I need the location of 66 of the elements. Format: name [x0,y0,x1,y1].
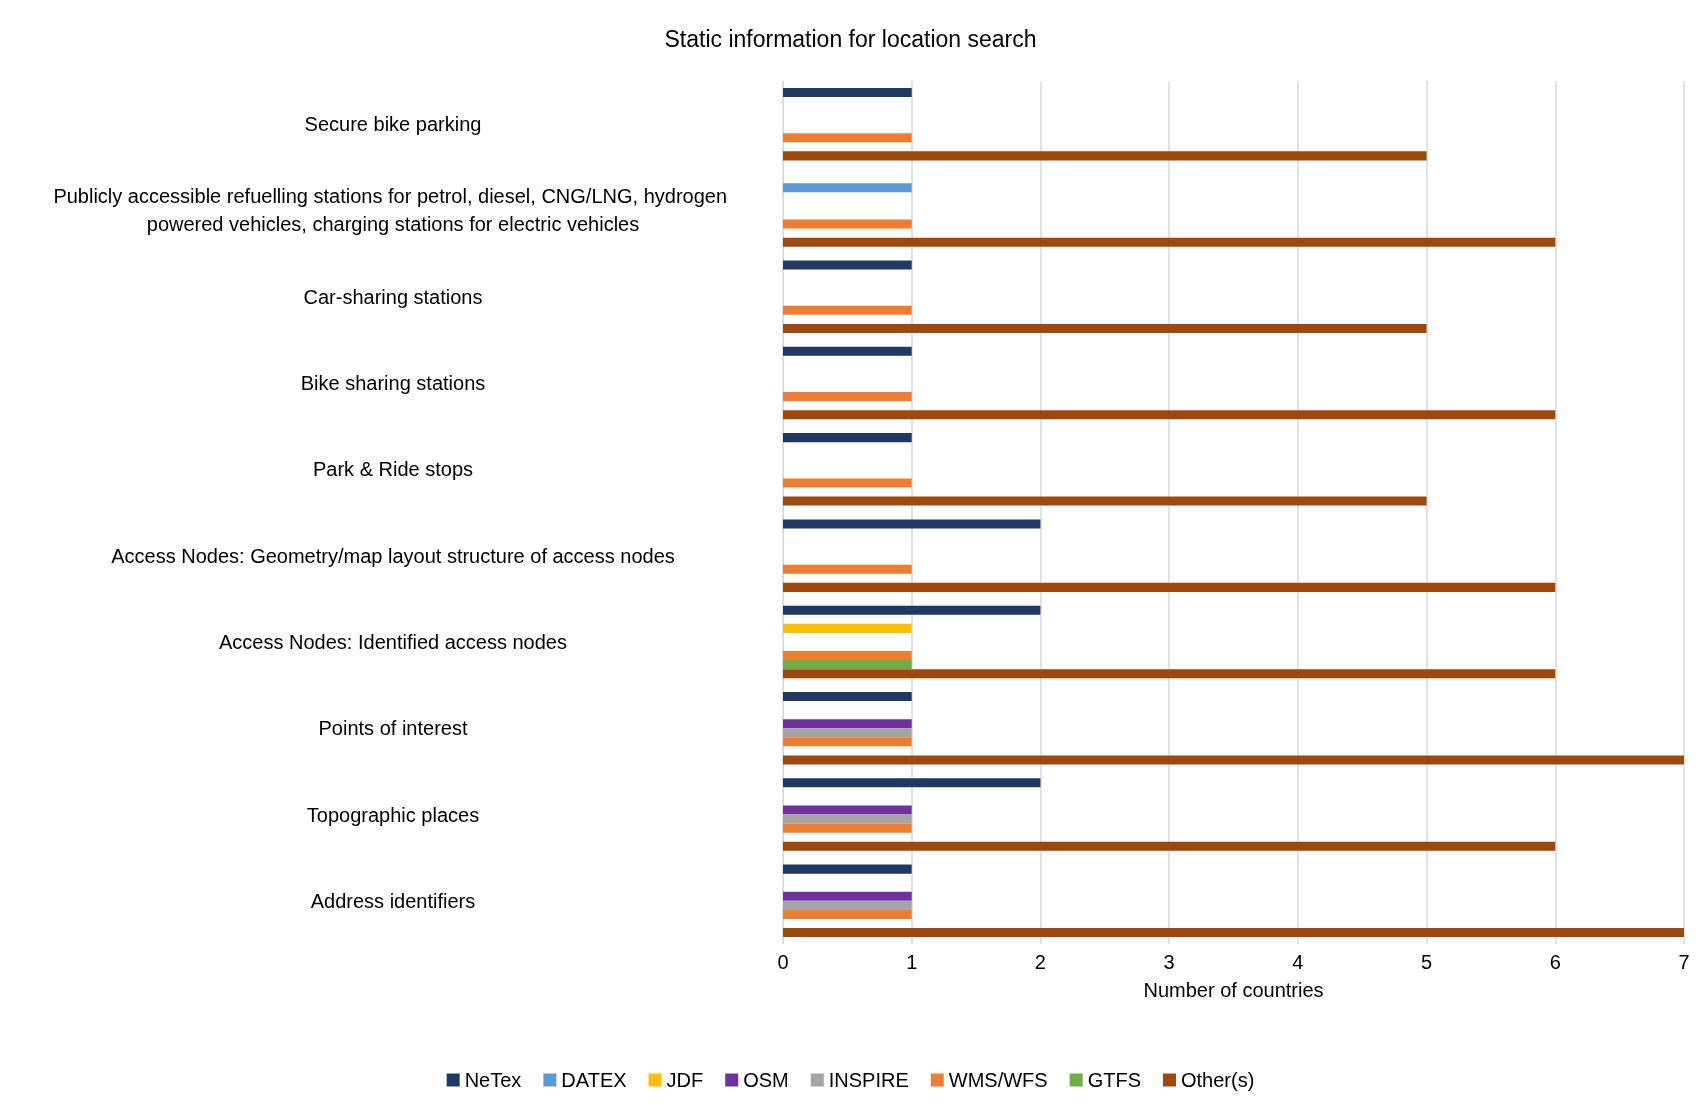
y-tick-label: Car-sharing stations [303,285,483,308]
y-tick-label: Address identifiers [310,889,476,912]
bar [783,219,912,229]
bar [783,737,912,747]
bar [783,900,912,910]
x-tick-label: 1 [906,951,918,973]
bar [783,728,912,738]
bar [783,651,912,661]
y-tick-label: Publicly accessible refuelling stations for petrol, diesel, CNG/LNG, hydrogen powered vehicles, charging stations for electric vehicles [53,185,733,236]
bar [783,237,1556,247]
bar [783,841,1556,851]
y-tick-label: Access Nodes: Geometry/map layout structure of access nodes [111,544,675,567]
y-tick-label: Points of interest [318,717,468,740]
bar [783,260,912,270]
bar [783,519,1041,529]
bar [783,346,912,356]
bar [783,605,1041,615]
x-tick-label: 4 [1292,951,1304,973]
y-tick-label: Topographic places [306,803,480,826]
bar [783,478,912,488]
legend-label: DATEX [561,1069,627,1091]
bar [783,909,912,919]
bar [783,755,1684,765]
bar [783,928,1684,938]
x-tick-label: 7 [1678,951,1690,973]
bar [783,392,912,402]
bar [783,87,912,97]
bar [783,814,912,824]
x-tick-label: 5 [1421,951,1433,973]
y-tick-label: Secure bike parking [304,113,482,136]
bar [783,864,912,874]
bar [783,323,1427,333]
y-tick-label: Park & Ride stops [312,458,474,481]
bar [783,582,1556,592]
x-tick-label: 3 [1163,951,1175,973]
bar [783,623,912,633]
y-tick-label: Bike sharing stations [300,372,486,395]
bar [783,410,1556,420]
legend-label: WMS/WFS [948,1069,1048,1091]
legend-label: Other(s) [1180,1069,1255,1091]
y-tick-label: Access Nodes: Identified access nodes [219,630,567,653]
bar [783,778,1041,788]
x-tick-label: 0 [777,951,789,973]
bar [783,692,912,702]
bar [783,305,912,315]
bar [783,823,912,833]
bar [783,564,912,574]
bar [783,433,912,443]
bar [783,719,912,729]
bar [783,183,912,193]
bar [783,151,1427,161]
bar [783,891,912,901]
legend-label: JDF [666,1069,704,1091]
legend-label: NeTex [464,1069,522,1091]
x-tick-label: 2 [1034,951,1046,973]
legend-label: OSM [743,1069,789,1091]
bar [783,669,1556,679]
bar [783,133,912,143]
bar [783,660,912,670]
bar [783,496,1427,506]
x-axis-title: Number of countries [1143,979,1324,1001]
bar [783,805,912,815]
chart-title: Static information for location search [664,25,1037,52]
x-tick-label: 6 [1549,951,1561,973]
legend-label: GTFS [1087,1069,1141,1091]
legend-label: INSPIRE [828,1069,909,1091]
